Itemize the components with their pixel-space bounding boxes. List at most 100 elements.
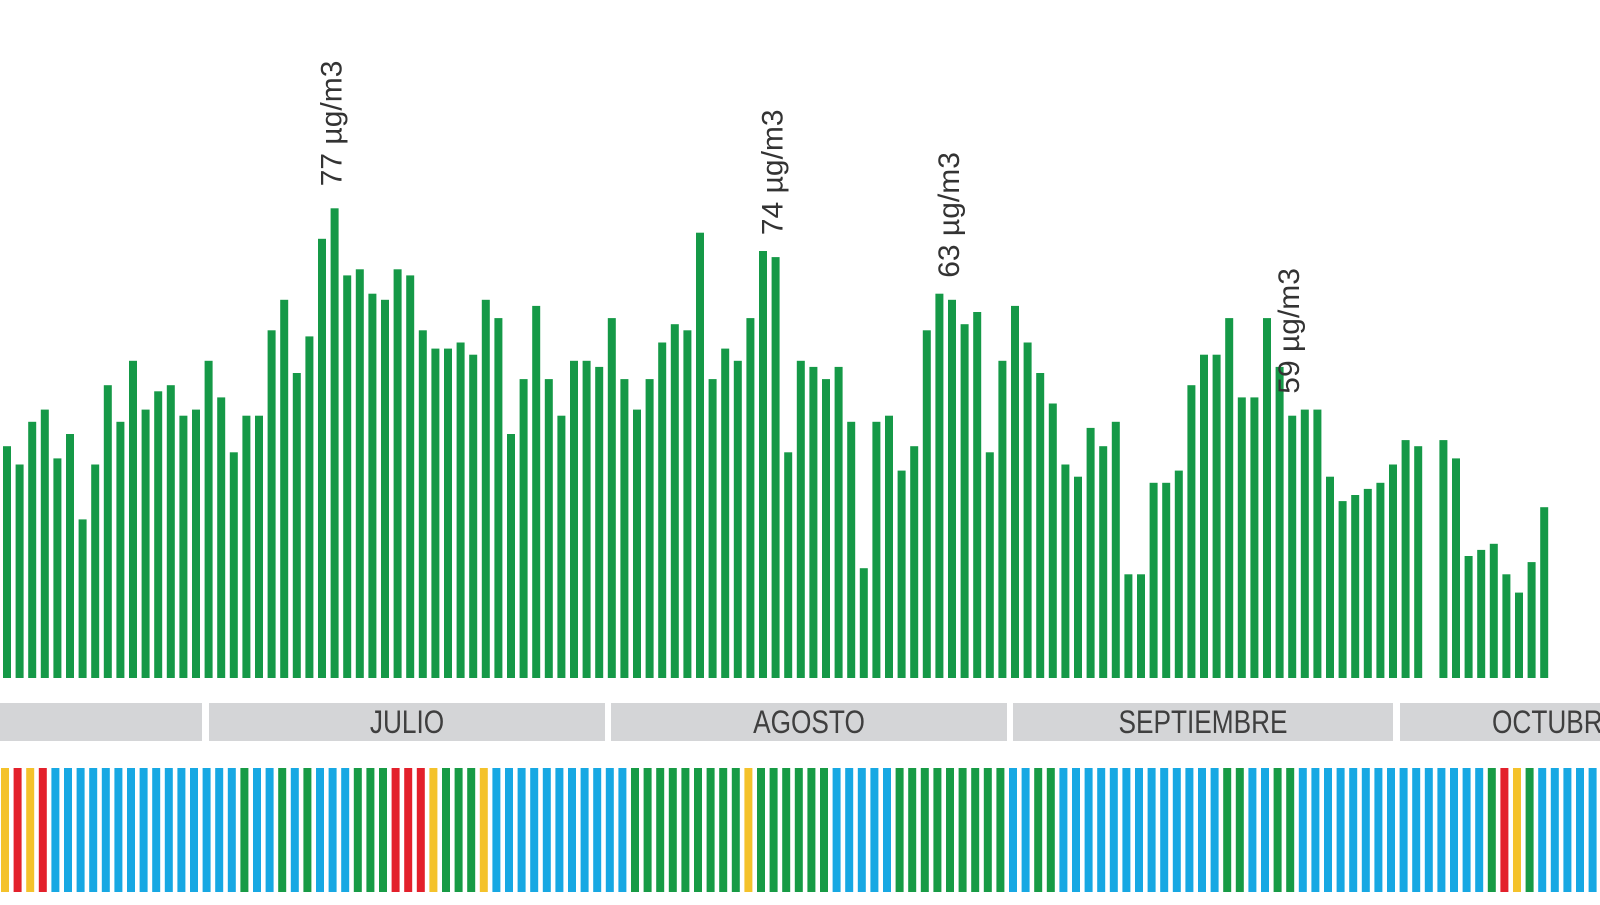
- bar-day-15: [179, 415, 188, 678]
- bar-day-108: [1351, 495, 1360, 678]
- bar-day-79: [985, 452, 994, 678]
- quality-day-36: [442, 768, 450, 892]
- bar-day-69: [859, 568, 868, 678]
- bar-day-119: [1489, 543, 1498, 678]
- quality-day-103: [1286, 768, 1295, 892]
- quality-day-70: [870, 768, 879, 892]
- quality-day-72: [895, 768, 904, 892]
- quality-day-84: [1046, 768, 1055, 892]
- bar-day-96: [1200, 354, 1208, 678]
- month-band-5: [1400, 703, 1600, 741]
- bar-day-68: [847, 421, 856, 678]
- quality-day-85: [1059, 768, 1068, 892]
- quality-day-34: [416, 768, 425, 892]
- bar-day-2: [15, 464, 24, 678]
- bar-day-72: [897, 470, 906, 678]
- bar-day-59: [733, 360, 742, 678]
- quality-day-47: [580, 768, 589, 892]
- quality-day-48: [593, 768, 602, 892]
- quality-day-119: [1487, 768, 1496, 892]
- bar-day-31: [381, 299, 389, 678]
- quality-day-25: [303, 768, 312, 892]
- bar-day-97: [1212, 354, 1221, 678]
- quality-day-73: [908, 768, 917, 892]
- bar-day-30: [368, 293, 377, 678]
- quality-day-86: [1072, 768, 1080, 892]
- quality-day-52: [643, 768, 652, 892]
- bar-day-102: [1275, 366, 1284, 678]
- bar-day-99: [1237, 397, 1246, 678]
- bar-day-93: [1162, 482, 1171, 678]
- quality-day-58: [719, 768, 728, 892]
- quality-day-93: [1160, 768, 1169, 892]
- bar-day-53: [658, 342, 667, 678]
- month-band-2: [209, 703, 605, 741]
- quality-day-18: [215, 768, 224, 892]
- bar-day-54: [670, 324, 679, 678]
- bar-day-48: [595, 366, 604, 678]
- quality-day-8: [89, 768, 98, 892]
- bar-day-62: [771, 257, 780, 678]
- bar-day-122: [1527, 562, 1536, 678]
- bar-day-11: [129, 360, 137, 678]
- quality-day-101: [1261, 768, 1269, 892]
- bar-day-6: [66, 434, 74, 678]
- bar-day-61: [759, 251, 767, 678]
- quality-day-66: [820, 768, 828, 892]
- bar-day-35: [431, 348, 440, 678]
- bar-day-78: [973, 312, 982, 678]
- bar-day-5: [53, 458, 62, 678]
- quality-day-109: [1361, 768, 1370, 892]
- bar-day-123: [1540, 507, 1549, 678]
- quality-day-21: [253, 768, 261, 892]
- quality-day-71: [883, 768, 891, 892]
- bar-day-25: [305, 336, 314, 678]
- bar-day-46: [570, 360, 578, 678]
- quality-day-69: [857, 768, 866, 892]
- quality-day-125: [1563, 768, 1572, 892]
- bar-day-7: [78, 519, 87, 678]
- quality-day-55: [681, 768, 690, 892]
- bar-day-10: [116, 421, 125, 678]
- quality-day-116: [1450, 768, 1458, 892]
- bar-day-60: [746, 318, 755, 678]
- quality-day-122: [1525, 768, 1534, 892]
- quality-day-108: [1349, 768, 1358, 892]
- quality-day-35: [429, 768, 438, 892]
- bar-day-23: [280, 299, 289, 678]
- bar-day-40: [494, 318, 503, 678]
- bar-day-121: [1515, 592, 1523, 678]
- quality-day-6: [64, 768, 72, 892]
- bar-day-49: [607, 318, 616, 678]
- quality-day-57: [706, 768, 715, 892]
- month-label-2: JULIO: [370, 706, 444, 741]
- quality-day-118: [1475, 768, 1484, 892]
- quality-day-89: [1109, 768, 1118, 892]
- quality-day-37: [454, 768, 463, 892]
- bar-day-13: [154, 391, 163, 678]
- quality-day-14: [164, 768, 173, 892]
- bar-day-86: [1074, 476, 1082, 678]
- bar-day-71: [885, 415, 893, 678]
- bar-day-57: [708, 379, 717, 678]
- quality-day-23: [278, 768, 287, 892]
- bar-day-21: [255, 415, 263, 678]
- quality-day-50: [618, 768, 627, 892]
- quality-day-38: [467, 768, 476, 892]
- quality-day-32: [391, 768, 400, 892]
- quality-day-120: [1500, 768, 1509, 892]
- quality-day-27: [328, 768, 337, 892]
- quality-day-2: [13, 768, 22, 892]
- bar-day-41: [507, 434, 515, 678]
- quality-day-39: [479, 768, 488, 892]
- bar-day-27: [330, 208, 339, 679]
- bar-day-75: [935, 293, 944, 678]
- month-label-3: AGOSTO: [753, 706, 865, 741]
- quality-day-81: [1009, 768, 1017, 892]
- month-band-4: [1013, 703, 1393, 741]
- quality-day-76: [946, 768, 954, 892]
- bar-day-44: [544, 379, 553, 678]
- bar-day-42: [519, 379, 528, 678]
- bar-day-43: [532, 305, 541, 678]
- quality-day-112: [1399, 768, 1408, 892]
